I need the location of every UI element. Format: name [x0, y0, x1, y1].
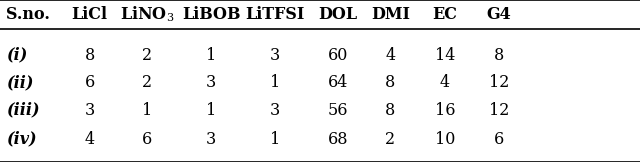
Text: 1: 1	[270, 131, 280, 148]
Text: 4: 4	[84, 131, 95, 148]
Text: 10: 10	[435, 131, 455, 148]
Text: 3: 3	[206, 74, 216, 91]
Text: 1: 1	[270, 74, 280, 91]
Text: 56: 56	[328, 102, 348, 119]
Text: 3: 3	[270, 47, 280, 64]
Text: 14: 14	[435, 47, 455, 64]
Text: EC: EC	[432, 6, 458, 23]
Text: LiBOB: LiBOB	[182, 6, 241, 23]
Text: 3: 3	[270, 102, 280, 119]
Text: 12: 12	[489, 74, 509, 91]
Text: 8: 8	[385, 102, 396, 119]
Text: LiNO$_3$: LiNO$_3$	[120, 5, 174, 24]
Text: LiTFSI: LiTFSI	[246, 6, 305, 23]
Text: (i): (i)	[6, 47, 28, 64]
Text: 3: 3	[206, 131, 216, 148]
Text: 1: 1	[206, 102, 216, 119]
Text: LiCl: LiCl	[72, 6, 108, 23]
Text: S.no.: S.no.	[6, 6, 51, 23]
Text: 12: 12	[489, 102, 509, 119]
Text: (iii): (iii)	[6, 102, 40, 119]
Text: 64: 64	[328, 74, 348, 91]
Text: 6: 6	[142, 131, 152, 148]
Text: 16: 16	[435, 102, 455, 119]
Text: G4: G4	[487, 6, 511, 23]
Text: DMI: DMI	[371, 6, 410, 23]
Text: 8: 8	[84, 47, 95, 64]
Text: 60: 60	[328, 47, 348, 64]
Text: 4: 4	[385, 47, 396, 64]
Text: 8: 8	[385, 74, 396, 91]
Text: 8: 8	[494, 47, 504, 64]
Text: 6: 6	[84, 74, 95, 91]
Text: 2: 2	[385, 131, 396, 148]
Text: (iv): (iv)	[6, 131, 37, 148]
Text: DOL: DOL	[318, 6, 358, 23]
Text: 6: 6	[494, 131, 504, 148]
Text: (ii): (ii)	[6, 74, 34, 91]
Text: 2: 2	[142, 47, 152, 64]
Text: 3: 3	[84, 102, 95, 119]
Text: 4: 4	[440, 74, 450, 91]
Text: 68: 68	[328, 131, 348, 148]
Text: 1: 1	[142, 102, 152, 119]
Text: 1: 1	[206, 47, 216, 64]
Text: 2: 2	[142, 74, 152, 91]
